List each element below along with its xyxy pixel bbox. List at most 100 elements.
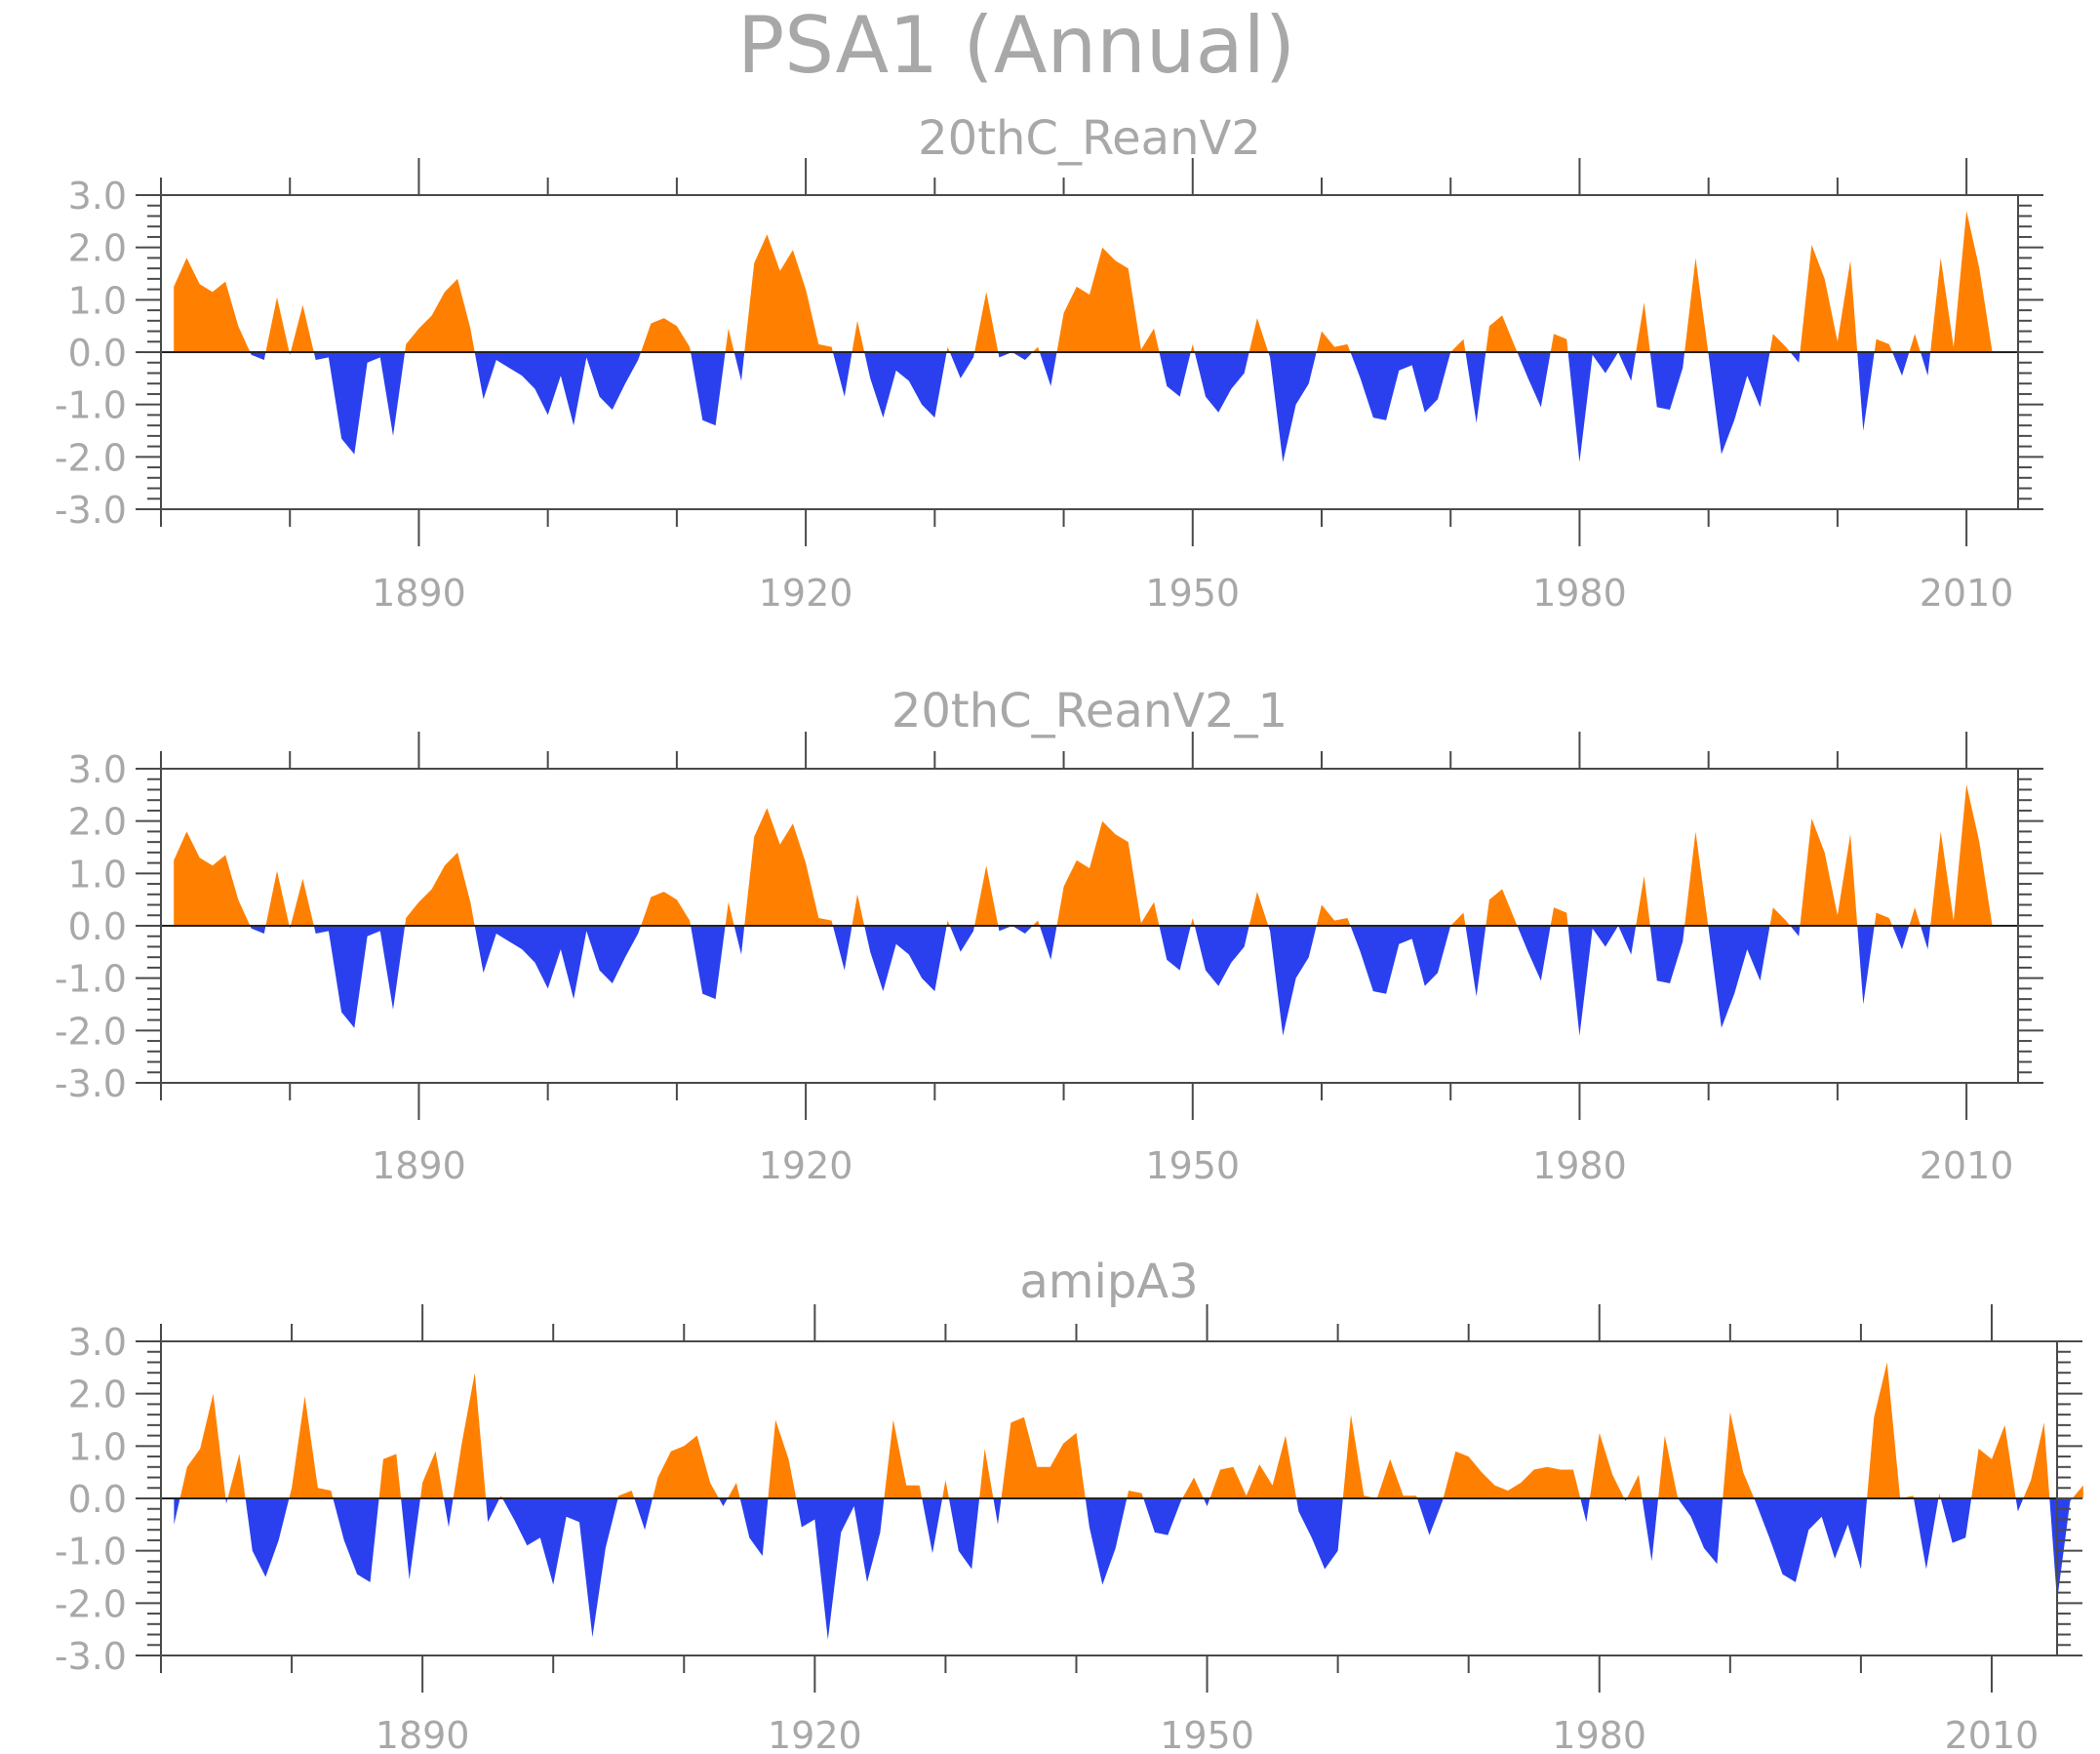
positive-anomaly-area <box>1450 912 1466 926</box>
negative-anomaly-area <box>1159 926 1191 971</box>
negative-anomaly-area <box>1678 1498 1724 1565</box>
negative-anomaly-area <box>1618 352 1637 381</box>
negative-anomaly-area <box>1465 926 1486 997</box>
negative-anomaly-area <box>993 1498 1002 1525</box>
y-tick-label: 0.0 <box>68 332 127 375</box>
positive-anomaly-area <box>979 1449 994 1498</box>
positive-anomaly-area <box>1032 346 1040 352</box>
negative-anomaly-area <box>1940 1498 1972 1543</box>
positive-anomaly-area <box>290 304 314 352</box>
positive-anomaly-area <box>1930 211 1993 352</box>
negative-anomaly-area <box>733 926 745 955</box>
panel-title: 20thC_ReanV2 <box>918 111 1261 166</box>
y-tick-label: -3.0 <box>55 489 127 532</box>
positive-anomaly-area <box>1248 892 1269 926</box>
positive-anomaly-area <box>453 1373 487 1498</box>
negative-anomaly-area <box>401 1498 420 1580</box>
negative-anomaly-area <box>998 926 1012 932</box>
negative-anomaly-area <box>313 352 406 455</box>
panel-amipa3: amipA3 -3.0 -2.0 -1.0 0.0 1.0 2.0 3.0 1890 1920 19… <box>55 1255 2083 1754</box>
y-tick-label: -2.0 <box>55 436 127 479</box>
positive-anomaly-area <box>974 292 999 352</box>
negative-anomaly-area <box>1039 926 1057 960</box>
negative-anomaly-area <box>250 352 266 360</box>
x-tick-label: 1920 <box>759 572 853 615</box>
negative-anomaly-area <box>1350 926 1451 994</box>
negative-anomaly-area <box>1642 1498 1659 1562</box>
negative-anomaly-area <box>1417 1498 1444 1535</box>
x-tick-label: 2010 <box>1920 572 2014 615</box>
positive-anomaly-area <box>768 1419 797 1498</box>
y-tick-label: -1.0 <box>55 958 127 1001</box>
positive-anomaly-area <box>405 278 475 352</box>
negative-anomaly-area <box>174 1498 180 1525</box>
positive-anomaly-area <box>179 1393 226 1498</box>
y-tick-label: -1.0 <box>55 1531 127 1574</box>
positive-anomaly-area <box>1550 334 1568 352</box>
positive-anomaly-area <box>1938 1493 1941 1498</box>
positive-anomaly-area <box>617 1491 635 1498</box>
negative-anomaly-area <box>796 1498 885 1640</box>
negative-anomaly-area <box>949 352 975 379</box>
positive-anomaly-area <box>728 1482 740 1498</box>
positive-anomaly-area <box>1636 876 1650 926</box>
negative-anomaly-area <box>1159 352 1191 397</box>
positive-anomaly-area <box>1909 334 1921 352</box>
positive-anomaly-area <box>946 346 950 352</box>
positive-anomaly-area <box>1589 1432 1625 1498</box>
x-tick-label: 1980 <box>1532 1144 1627 1187</box>
negative-anomaly-area <box>333 1498 379 1582</box>
negative-anomaly-area <box>1517 352 1551 408</box>
negative-anomaly-area <box>832 352 852 397</box>
positive-anomaly-area <box>1867 1362 1914 1498</box>
positive-anomaly-area <box>174 258 251 352</box>
x-tick-label: 1950 <box>1145 572 1240 615</box>
positive-anomaly-area <box>1190 918 1195 926</box>
positive-anomaly-area <box>1032 920 1040 926</box>
negative-anomaly-area <box>1857 926 1875 1005</box>
positive-anomaly-area <box>1626 1474 1643 1498</box>
positive-anomaly-area <box>884 1419 923 1498</box>
negative-anomaly-area <box>1914 1498 1939 1570</box>
negative-anomaly-area <box>1618 926 1637 955</box>
negative-anomaly-area <box>1921 352 1931 377</box>
negative-anomaly-area <box>1350 352 1451 420</box>
positive-anomaly-area <box>265 297 290 352</box>
positive-anomaly-area <box>227 1454 246 1498</box>
y-tick-label: -2.0 <box>55 1582 127 1625</box>
positive-anomaly-area <box>852 320 865 352</box>
x-tick-label: 1980 <box>1532 572 1627 615</box>
positive-anomaly-area <box>1316 904 1351 926</box>
positive-anomaly-area <box>290 878 314 926</box>
negative-anomaly-area <box>998 352 1012 358</box>
negative-anomaly-area <box>245 1498 290 1577</box>
x-tick-label: 1920 <box>759 1144 853 1187</box>
y-tick-label: 2.0 <box>68 801 127 844</box>
negative-anomaly-area <box>1580 1498 1590 1523</box>
positive-anomaly-area <box>1001 1416 1086 1498</box>
x-tick-label: 1950 <box>1160 1714 1254 1754</box>
positive-anomaly-area <box>1684 258 1709 352</box>
negative-anomaly-area <box>739 1498 769 1556</box>
negative-anomaly-area <box>1921 926 1931 950</box>
y-tick-label: -3.0 <box>55 1062 127 1105</box>
positive-anomaly-area <box>942 1480 949 1498</box>
negative-anomaly-area <box>1296 1498 1343 1570</box>
positive-anomaly-area <box>1316 331 1351 352</box>
negative-anomaly-area <box>1857 352 1875 431</box>
y-tick-label: 1.0 <box>68 853 127 896</box>
negative-anomaly-area <box>1892 926 1910 950</box>
positive-anomaly-area <box>1056 820 1160 926</box>
negative-anomaly-area <box>1268 926 1317 1036</box>
negative-anomaly-area <box>474 926 642 1000</box>
positive-anomaly-area <box>744 234 833 352</box>
negative-anomaly-area <box>443 1498 454 1528</box>
negative-anomaly-area <box>949 926 975 952</box>
positive-anomaly-area <box>946 920 950 926</box>
x-tick-label: 1920 <box>768 1714 862 1754</box>
positive-anomaly-area <box>289 1396 334 1498</box>
negative-anomaly-area <box>1790 926 1801 937</box>
negative-anomaly-area <box>474 352 642 426</box>
positive-anomaly-area <box>1636 302 1650 352</box>
positive-anomaly-area <box>1658 1435 1679 1498</box>
